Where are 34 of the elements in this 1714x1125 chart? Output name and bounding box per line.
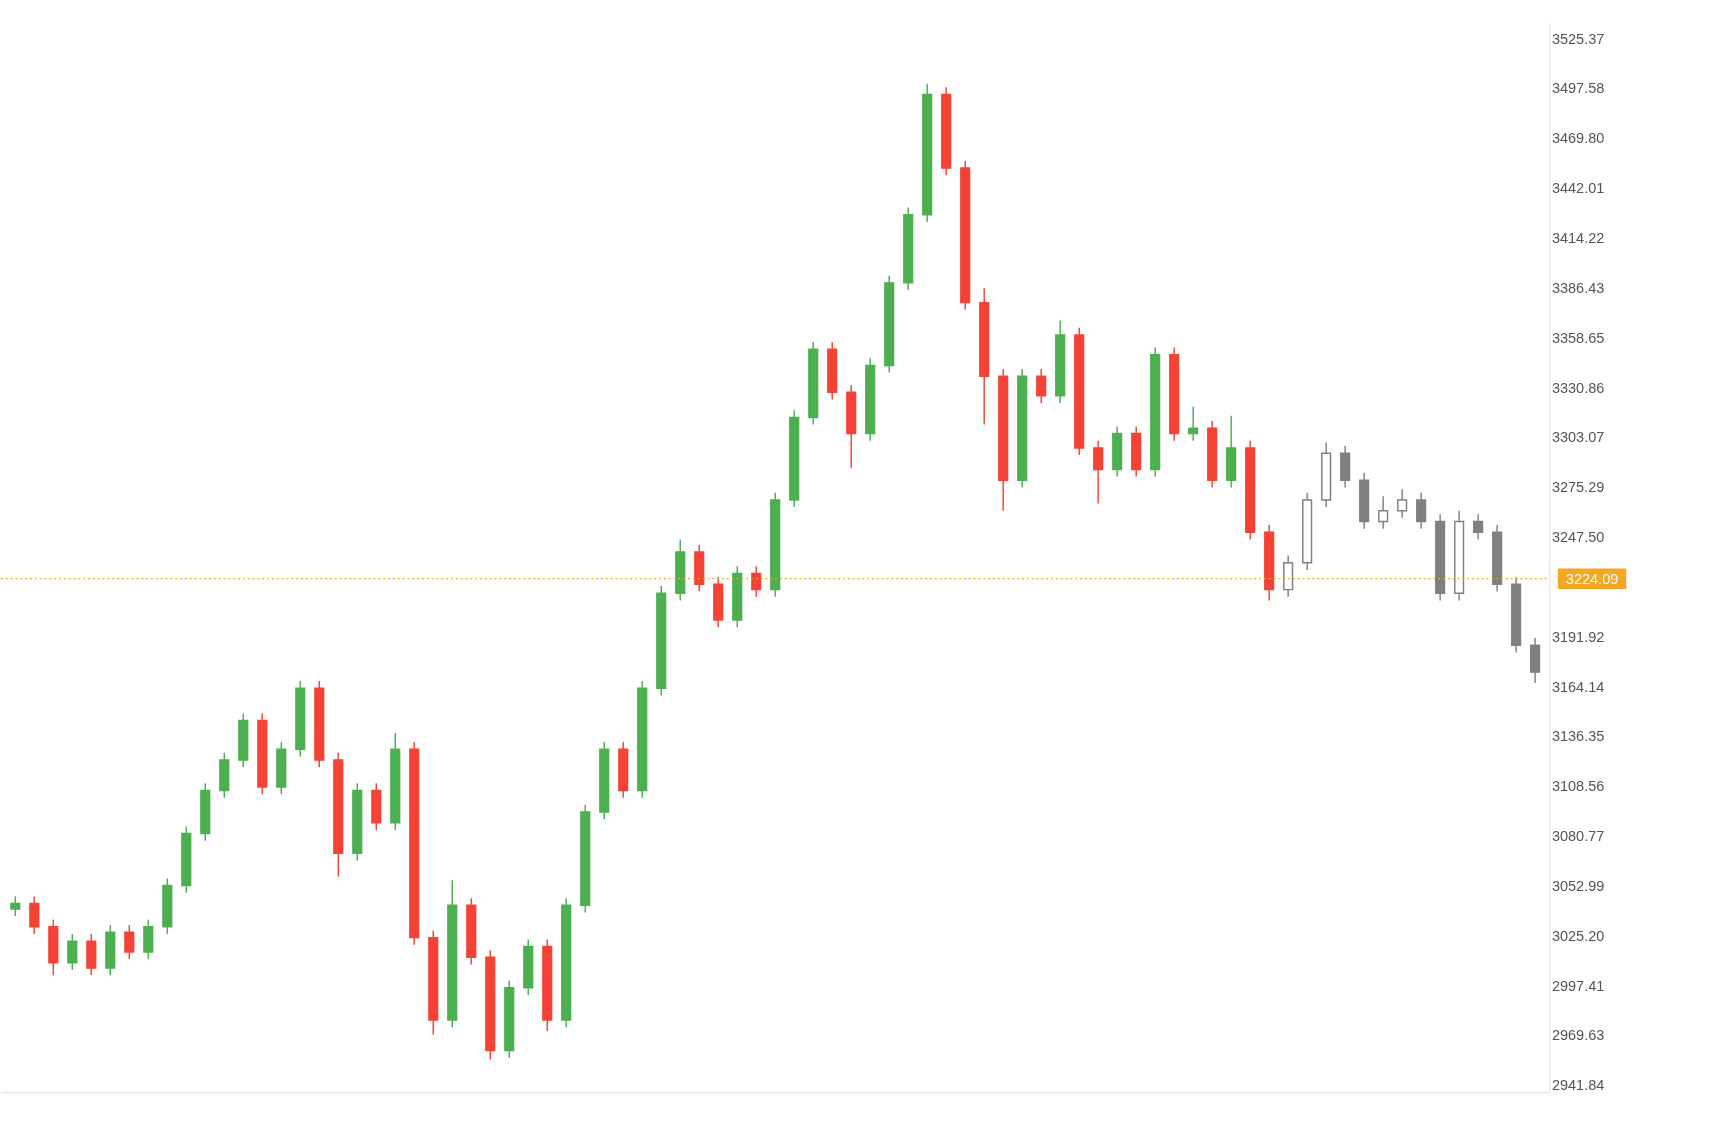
candlestick [751,565,762,598]
candlestick [1416,492,1427,530]
candlestick [1188,405,1199,442]
y-tick-label: 3025.20 [1551,927,1605,944]
ref-line-label: 3224.09 [1565,570,1619,587]
candlestick [124,924,135,960]
y-tick-label: 3497.58 [1551,80,1605,97]
y-tick-label: 2997.41 [1551,977,1605,994]
y-tick-label: 3247.50 [1551,529,1605,546]
candlestick [1397,488,1408,519]
y-tick-label: 3080.77 [1551,828,1605,845]
y-tick-label: 2941.84 [1551,1077,1605,1094]
y-tick-label: 3414.22 [1551,229,1605,246]
y-tick-label: 3303.07 [1551,429,1605,446]
y-tick-label: 3136.35 [1551,728,1605,745]
candlestick [1093,440,1104,505]
candlestick [1378,495,1389,530]
y-tick-label: 3358.65 [1551,329,1605,346]
y-tick-label: 3469.80 [1551,130,1605,147]
y-tick-label: 3108.56 [1551,778,1605,795]
y-tick-label: 3191.92 [1551,628,1605,645]
y-tick-label: 3164.14 [1551,678,1605,695]
candlestick [10,895,21,917]
y-tick-label: 3052.99 [1551,877,1605,894]
y-tick-label: 3525.37 [1551,30,1605,47]
candlestick [1036,368,1047,404]
y-tick-label: 2969.63 [1551,1027,1605,1044]
y-tick-label: 3330.86 [1551,379,1605,396]
y-tick-label: 3442.01 [1551,180,1605,197]
candlestick [67,933,78,971]
y-tick-label: 3386.43 [1551,279,1605,296]
candlestick [29,895,40,935]
candlestick [1473,513,1484,541]
y-tick-label: 3275.29 [1551,479,1605,496]
